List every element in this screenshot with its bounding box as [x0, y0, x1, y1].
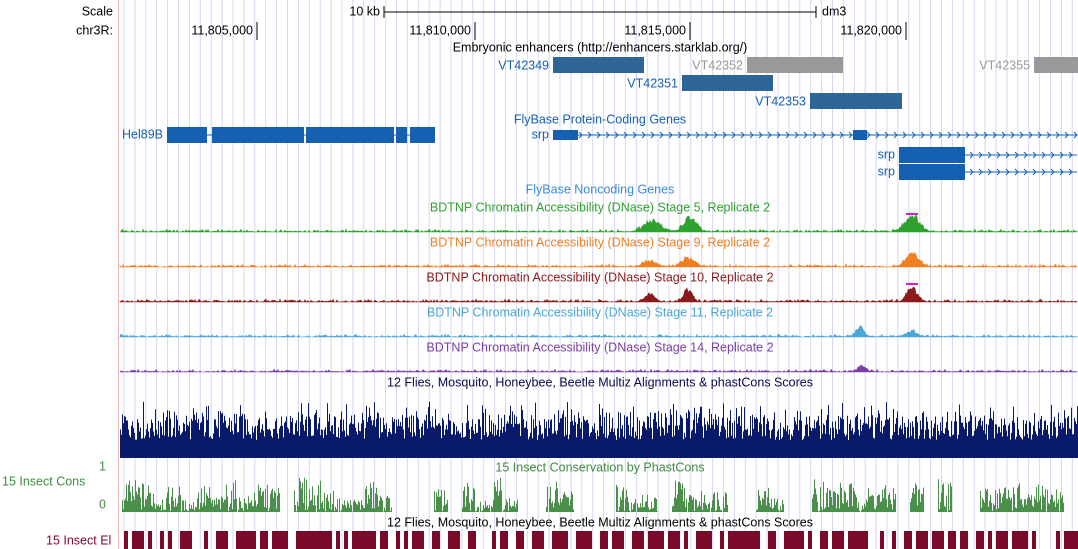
enhancer-label: VT42351	[627, 76, 678, 90]
scale-bar-label: 10 kb	[349, 4, 380, 18]
enhancer-label: VT42352	[692, 58, 743, 72]
clip-marker	[906, 213, 918, 215]
exon	[396, 127, 407, 143]
enhancer-label: VT42349	[498, 58, 549, 72]
dnase-signal	[119, 214, 1078, 233]
track-title: 12 Flies, Mosquito, Honeybee, Beetle Mul…	[387, 375, 813, 389]
track-title: 12 Flies, Mosquito, Honeybee, Beetle Mul…	[387, 515, 813, 529]
scale-label: Scale	[82, 4, 113, 18]
conservation-signal	[122, 477, 1064, 512]
track-title: 15 Insect Conservation by PhastCons	[495, 460, 704, 474]
enhancer	[1034, 57, 1078, 73]
exon	[899, 164, 965, 180]
multiz-signal	[120, 401, 1078, 458]
dnase-signal	[119, 325, 1078, 338]
enhancer-label: VT42355	[979, 58, 1030, 72]
exon	[853, 130, 867, 140]
gene-label: srp	[532, 127, 549, 141]
exon	[167, 127, 207, 143]
track-label: 15 Insect Cons	[2, 474, 85, 488]
exon	[899, 147, 965, 163]
track-title: FlyBase Protein-Coding Genes	[514, 112, 686, 126]
axis-label: 1	[99, 459, 106, 473]
track-title: FlyBase Noncoding Genes	[526, 182, 675, 196]
gene-label: Hel89B	[122, 127, 163, 141]
enhancer	[810, 93, 902, 109]
clip-marker	[906, 283, 918, 285]
track-title: BDTNP Chromatin Accessibility (DNase) St…	[430, 200, 770, 214]
exon	[553, 130, 578, 140]
conserved-elements	[124, 531, 1078, 549]
track-title: BDTNP Chromatin Accessibility (DNase) St…	[427, 305, 773, 319]
position-label: 11,805,000	[191, 23, 253, 37]
position-label: 11,820,000	[840, 23, 902, 37]
enhancer	[747, 57, 843, 73]
dnase-signal	[119, 286, 1078, 303]
assembly: dm3	[822, 4, 846, 18]
exon	[428, 127, 435, 143]
enhancer	[553, 57, 644, 73]
position-ticks	[256, 22, 907, 40]
exon	[306, 127, 394, 143]
dnase-signal	[119, 364, 1078, 373]
track-label: 15 Insect El	[46, 533, 111, 547]
position-label: 11,815,000	[624, 23, 686, 37]
exon	[410, 127, 428, 143]
dnase-signal	[119, 252, 1078, 268]
enhancer	[682, 75, 773, 91]
exon	[212, 127, 304, 143]
axis-label: 0	[99, 497, 106, 511]
enhancer-label: VT42353	[755, 94, 806, 108]
track-title: Embryonic enhancers (http://enhancers.st…	[453, 40, 748, 54]
chrom-label: chr3R:	[76, 23, 113, 37]
track-title: BDTNP Chromatin Accessibility (DNase) St…	[426, 270, 773, 284]
position-label: 11,810,000	[409, 23, 471, 37]
gene-label: srp	[878, 164, 895, 178]
gene-label: srp	[878, 147, 895, 161]
track-title: BDTNP Chromatin Accessibility (DNase) St…	[430, 235, 770, 249]
track-title: BDTNP Chromatin Accessibility (DNase) St…	[426, 340, 773, 354]
